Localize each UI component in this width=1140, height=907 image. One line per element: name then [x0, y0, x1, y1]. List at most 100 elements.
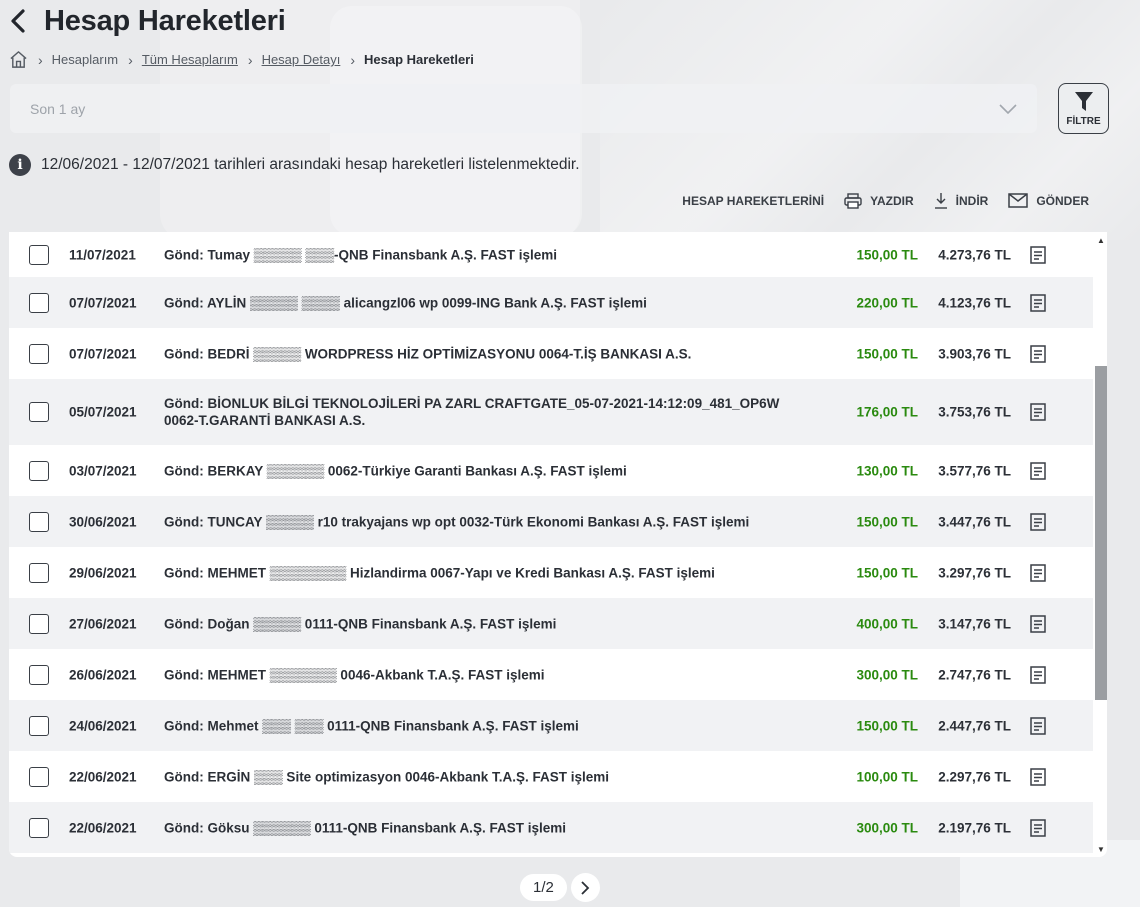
receipt-icon[interactable]	[1029, 716, 1047, 735]
row-checkbox[interactable]	[29, 766, 49, 787]
transaction-amount: 300,00 TL	[856, 820, 918, 835]
info-icon: i	[9, 154, 31, 176]
transaction-row[interactable]: 05/07/2021 Gönd: BİONLUK BİLGİ TEKNOLOJİL…	[9, 379, 1093, 445]
filter-button[interactable]: FİLTRE	[1058, 83, 1109, 134]
transaction-description: Gönd: BİONLUK BİLGİ TEKNOLOJİLERİ PA ZAR…	[164, 396, 780, 428]
row-checkbox[interactable]	[29, 402, 49, 422]
transaction-date: 27/06/2021	[69, 616, 137, 631]
row-checkbox[interactable]	[29, 460, 49, 481]
info-text: 12/06/2021 - 12/07/2021 tarihleri arasın…	[41, 156, 580, 173]
transaction-description: Gönd: AYLİN ▒▒▒▒▒ ▒▒▒▒ alicangzl06 wp 00…	[164, 295, 647, 310]
row-checkbox[interactable]	[29, 343, 49, 364]
transaction-amount: 150,00 TL	[856, 514, 918, 529]
breadcrumb-item-hesap-detayi[interactable]: Hesap Detayı	[261, 52, 341, 67]
transaction-amount: 150,00 TL	[856, 718, 918, 733]
transaction-balance: 2.747,76 TL	[938, 667, 1011, 682]
transaction-row[interactable]: 03/07/2021 Gönd: BERKAY ▒▒▒▒▒▒ 0062-Türki…	[9, 445, 1093, 496]
transaction-row[interactable]: 29/06/2021 Gönd: MEHMET ▒▒▒▒▒▒▒▒ Hizlandi…	[9, 547, 1093, 598]
transaction-row[interactable]: 07/07/2021 Gönd: AYLİN ▒▒▒▒▒ ▒▒▒▒ alicang…	[9, 277, 1093, 328]
row-checkbox[interactable]	[29, 244, 49, 265]
row-checkbox[interactable]	[29, 292, 49, 313]
receipt-icon[interactable]	[1029, 818, 1047, 837]
send-button[interactable]: GÖNDER	[1008, 193, 1089, 208]
page-indicator: 1/2	[520, 874, 567, 901]
receipt-icon[interactable]	[1029, 403, 1047, 421]
transaction-balance: 3.753,76 TL	[938, 404, 1011, 420]
actions-prefix-label: HESAP HAREKETLERİNİ	[682, 193, 825, 208]
mail-icon	[1008, 193, 1029, 208]
breadcrumb-item-hesaplarim[interactable]: Hesaplarım	[51, 52, 119, 67]
period-select[interactable]: Son 1 ay	[10, 84, 1037, 133]
transaction-balance: 3.147,76 TL	[938, 616, 1011, 631]
transaction-description: Gönd: MEHMET ▒▒▒▒▒▒▒▒ Hizlandirma 0067-Y…	[164, 565, 715, 580]
row-checkbox[interactable]	[29, 511, 49, 532]
transaction-balance: 3.447,76 TL	[938, 514, 1011, 529]
chevron-right-icon	[581, 880, 590, 895]
transaction-amount: 400,00 TL	[856, 616, 918, 631]
print-button[interactable]: YAZDIR	[844, 192, 914, 209]
transaction-row[interactable]: 22/06/2021 Gönd: ERGİN ▒▒▒ Site optimizas…	[9, 751, 1093, 802]
row-checkbox[interactable]	[29, 613, 49, 634]
transaction-balance: 2.447,76 TL	[938, 718, 1011, 733]
page-header: Hesap Hareketleri	[10, 4, 286, 38]
row-checkbox[interactable]	[29, 817, 49, 838]
receipt-icon[interactable]	[1029, 512, 1047, 531]
receipt-icon[interactable]	[1029, 665, 1047, 684]
transaction-row[interactable]: 30/06/2021 Gönd: TUNCAY ▒▒▒▒▒ r10 trakyaj…	[9, 496, 1093, 547]
download-button[interactable]: İNDİR	[934, 192, 988, 209]
receipt-icon[interactable]	[1029, 344, 1047, 363]
scrollbar-thumb[interactable]	[1095, 366, 1107, 700]
transaction-balance: 3.903,76 TL	[938, 346, 1011, 361]
row-checkbox[interactable]	[29, 664, 49, 685]
transaction-description: Gönd: BERKAY ▒▒▒▒▒▒ 0062-Türkiye Garanti…	[164, 463, 627, 478]
receipt-icon[interactable]	[1029, 293, 1047, 312]
chevron-right-icon: ›	[128, 51, 133, 68]
transaction-amount: 176,00 TL	[856, 404, 918, 420]
transaction-date: 26/06/2021	[69, 667, 137, 682]
transaction-row[interactable]: 27/06/2021 Gönd: Doğan ▒▒▒▒▒ 0111-QNB Fin…	[9, 598, 1093, 649]
scroll-up-arrow[interactable]: ▲	[1097, 236, 1105, 245]
transaction-description: Gönd: TUNCAY ▒▒▒▒▒ r10 trakyajans wp opt…	[164, 514, 750, 529]
receipt-icon[interactable]	[1029, 767, 1047, 786]
transaction-date: 24/06/2021	[69, 718, 137, 733]
filter-button-label: FİLTRE	[1066, 115, 1101, 127]
printer-icon	[844, 192, 862, 209]
transaction-amount: 150,00 TL	[856, 565, 918, 580]
receipt-icon[interactable]	[1029, 563, 1047, 582]
transaction-date: 03/07/2021	[69, 463, 137, 478]
receipt-icon[interactable]	[1029, 245, 1047, 264]
transaction-date: 30/06/2021	[69, 514, 137, 529]
transaction-description: Gönd: ERGİN ▒▒▒ Site optimizasyon 0046-A…	[164, 769, 610, 784]
transaction-date: 22/06/2021	[69, 769, 137, 784]
breadcrumb: › Hesaplarım › Tüm Hesaplarım › Hesap De…	[9, 50, 474, 69]
transaction-row[interactable]: 22/06/2021 Gönd: Göksu ▒▒▒▒▒▒ 0111-QNB Fi…	[9, 802, 1093, 853]
home-icon[interactable]	[9, 50, 28, 69]
row-checkbox[interactable]	[29, 562, 49, 583]
page-title: Hesap Hareketleri	[44, 4, 286, 37]
funnel-icon	[1074, 91, 1093, 111]
transaction-balance: 4.273,76 TL	[938, 247, 1011, 262]
breadcrumb-item-current: Hesap Hareketleri	[364, 52, 474, 67]
transaction-balance: 3.297,76 TL	[938, 565, 1011, 580]
scroll-down-arrow[interactable]: ▼	[1097, 845, 1105, 854]
breadcrumb-item-tum-hesaplarim[interactable]: Tüm Hesaplarım	[141, 52, 238, 67]
transaction-row[interactable]: 26/06/2021 Gönd: MEHMET ▒▒▒▒▒▒▒ 0046-Akba…	[9, 649, 1093, 700]
receipt-icon[interactable]	[1029, 461, 1047, 480]
transaction-date: 07/07/2021	[69, 295, 137, 310]
receipt-icon[interactable]	[1029, 614, 1047, 633]
transaction-date: 07/07/2021	[69, 346, 137, 361]
back-button[interactable]	[10, 4, 32, 38]
row-checkbox[interactable]	[29, 715, 49, 736]
transaction-balance: 4.123,76 TL	[938, 295, 1011, 310]
transaction-list: 11/07/2021 Gönd: Tumay ▒▒▒▒▒ ▒▒▒-QNB Fina…	[9, 232, 1107, 857]
transaction-balance: 2.297,76 TL	[938, 769, 1011, 784]
action-bar: HESAP HAREKETLERİNİ YAZDIR İNDİR GÖNDER	[682, 192, 1089, 209]
next-page-button[interactable]	[570, 873, 600, 902]
transaction-row[interactable]: 24/06/2021 Gönd: Mehmet ▒▒▒ ▒▒▒ 0111-QNB …	[9, 700, 1093, 751]
transaction-description: Gönd: BEDRİ ▒▒▒▒▒ WORDPRESS HİZ OPTİMİZA…	[164, 346, 692, 361]
transaction-row[interactable]: 07/07/2021 Gönd: BEDRİ ▒▒▒▒▒ WORDPRESS Hİ…	[9, 328, 1093, 379]
info-message: i 12/06/2021 - 12/07/2021 tarihleri aras…	[9, 154, 580, 176]
print-label: YAZDIR	[870, 193, 914, 208]
transaction-row[interactable]: 11/07/2021 Gönd: Tumay ▒▒▒▒▒ ▒▒▒-QNB Fina…	[9, 232, 1093, 277]
transaction-amount: 130,00 TL	[856, 463, 918, 478]
